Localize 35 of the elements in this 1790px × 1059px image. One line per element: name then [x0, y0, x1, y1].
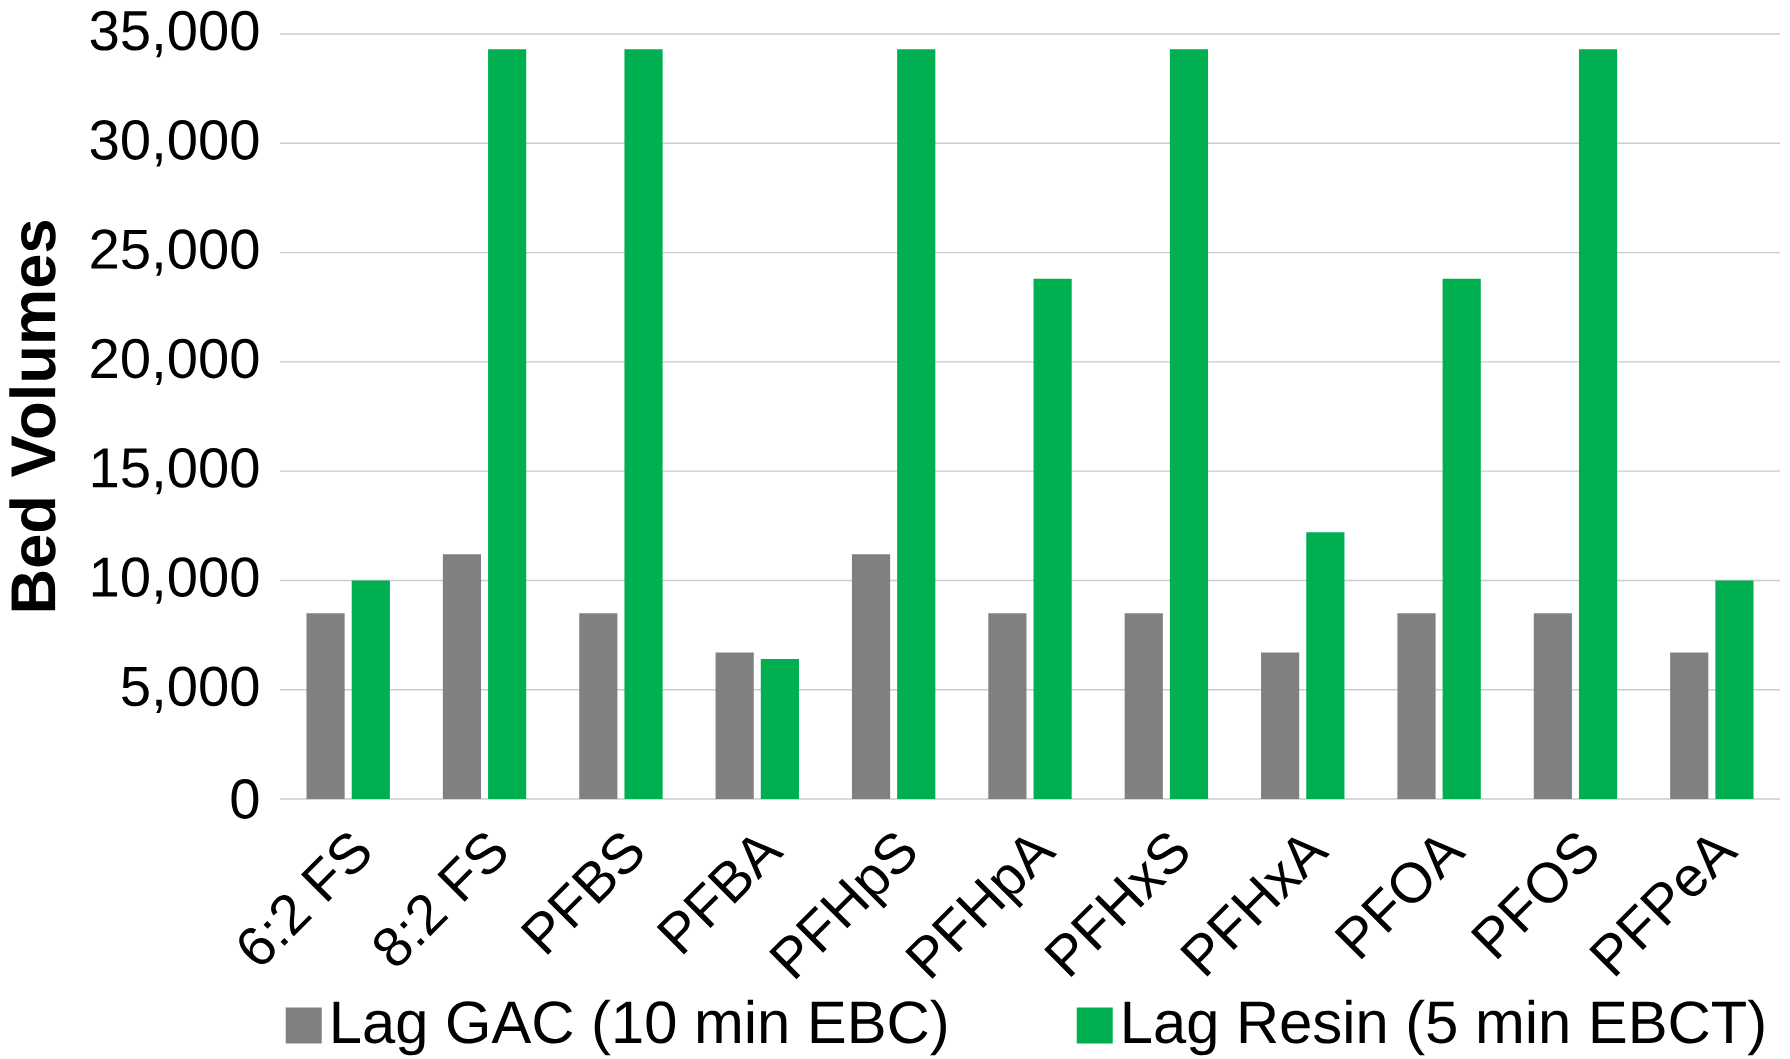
bar	[1169, 49, 1209, 799]
bar	[851, 554, 891, 799]
bar	[897, 49, 936, 799]
bar	[1533, 613, 1572, 799]
y-tick-label: 30,000	[90, 120, 259, 167]
y-tick-label: 10,000	[92, 557, 259, 604]
bar	[1033, 278, 1072, 799]
y-tick-label: 0	[231, 779, 259, 819]
bar	[579, 613, 618, 799]
legend-label: Lag Resin (5 min EBCT)	[1124, 999, 1764, 1056]
bar	[1442, 278, 1481, 799]
y-tick-label: 35,000	[90, 10, 259, 58]
x-tick-label: 6:2 FS	[239, 833, 370, 965]
bar	[1578, 49, 1618, 799]
bar	[306, 613, 345, 799]
bar	[760, 659, 799, 799]
bar	[442, 554, 482, 799]
bar	[351, 580, 390, 799]
bar	[1261, 652, 1300, 799]
bar	[488, 49, 527, 799]
bar	[1306, 532, 1345, 799]
bar	[624, 49, 663, 799]
bar	[1397, 613, 1436, 799]
y-tick-label: 15,000	[92, 447, 259, 495]
y-tick-label: 5,000	[122, 666, 259, 713]
bar	[715, 652, 754, 799]
bar	[1715, 580, 1754, 799]
y-tick-label: 25,000	[91, 229, 259, 276]
bar	[988, 613, 1027, 799]
bar	[1670, 652, 1709, 799]
bar	[1124, 613, 1163, 799]
x-tick-label: 8:2 FS	[374, 833, 506, 966]
y-axis-title: Bed Volumes	[9, 221, 56, 611]
y-tick-label: 20,000	[91, 338, 259, 386]
legend-label: Lag GAC (10 min EBC)	[333, 999, 946, 1056]
